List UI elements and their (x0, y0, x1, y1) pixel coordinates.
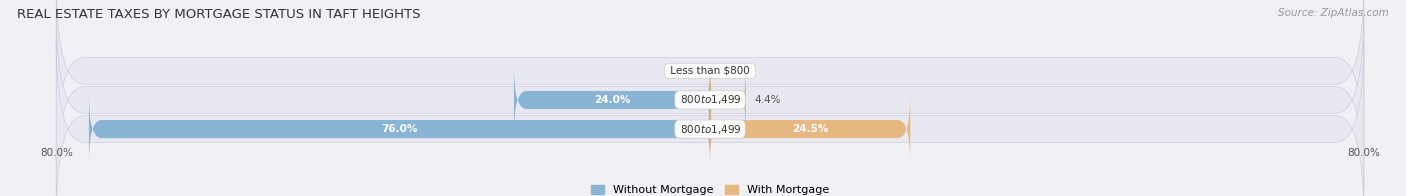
FancyBboxPatch shape (710, 65, 747, 135)
Text: 0.0%: 0.0% (676, 66, 702, 76)
FancyBboxPatch shape (515, 65, 710, 135)
FancyBboxPatch shape (710, 94, 910, 164)
FancyBboxPatch shape (56, 0, 1364, 159)
Text: 4.4%: 4.4% (754, 95, 780, 105)
Text: 24.5%: 24.5% (792, 124, 828, 134)
FancyBboxPatch shape (56, 41, 1364, 196)
Text: $800 to $1,499: $800 to $1,499 (678, 93, 742, 106)
Text: 24.0%: 24.0% (593, 95, 630, 105)
Text: Source: ZipAtlas.com: Source: ZipAtlas.com (1278, 8, 1389, 18)
Text: REAL ESTATE TAXES BY MORTGAGE STATUS IN TAFT HEIGHTS: REAL ESTATE TAXES BY MORTGAGE STATUS IN … (17, 8, 420, 21)
Text: 76.0%: 76.0% (381, 124, 418, 134)
Text: Less than $800: Less than $800 (666, 66, 754, 76)
Text: 0.0%: 0.0% (718, 66, 744, 76)
FancyBboxPatch shape (89, 94, 710, 164)
FancyBboxPatch shape (56, 12, 1364, 188)
Legend: Without Mortgage, With Mortgage: Without Mortgage, With Mortgage (591, 185, 830, 195)
Text: $800 to $1,499: $800 to $1,499 (678, 122, 742, 136)
